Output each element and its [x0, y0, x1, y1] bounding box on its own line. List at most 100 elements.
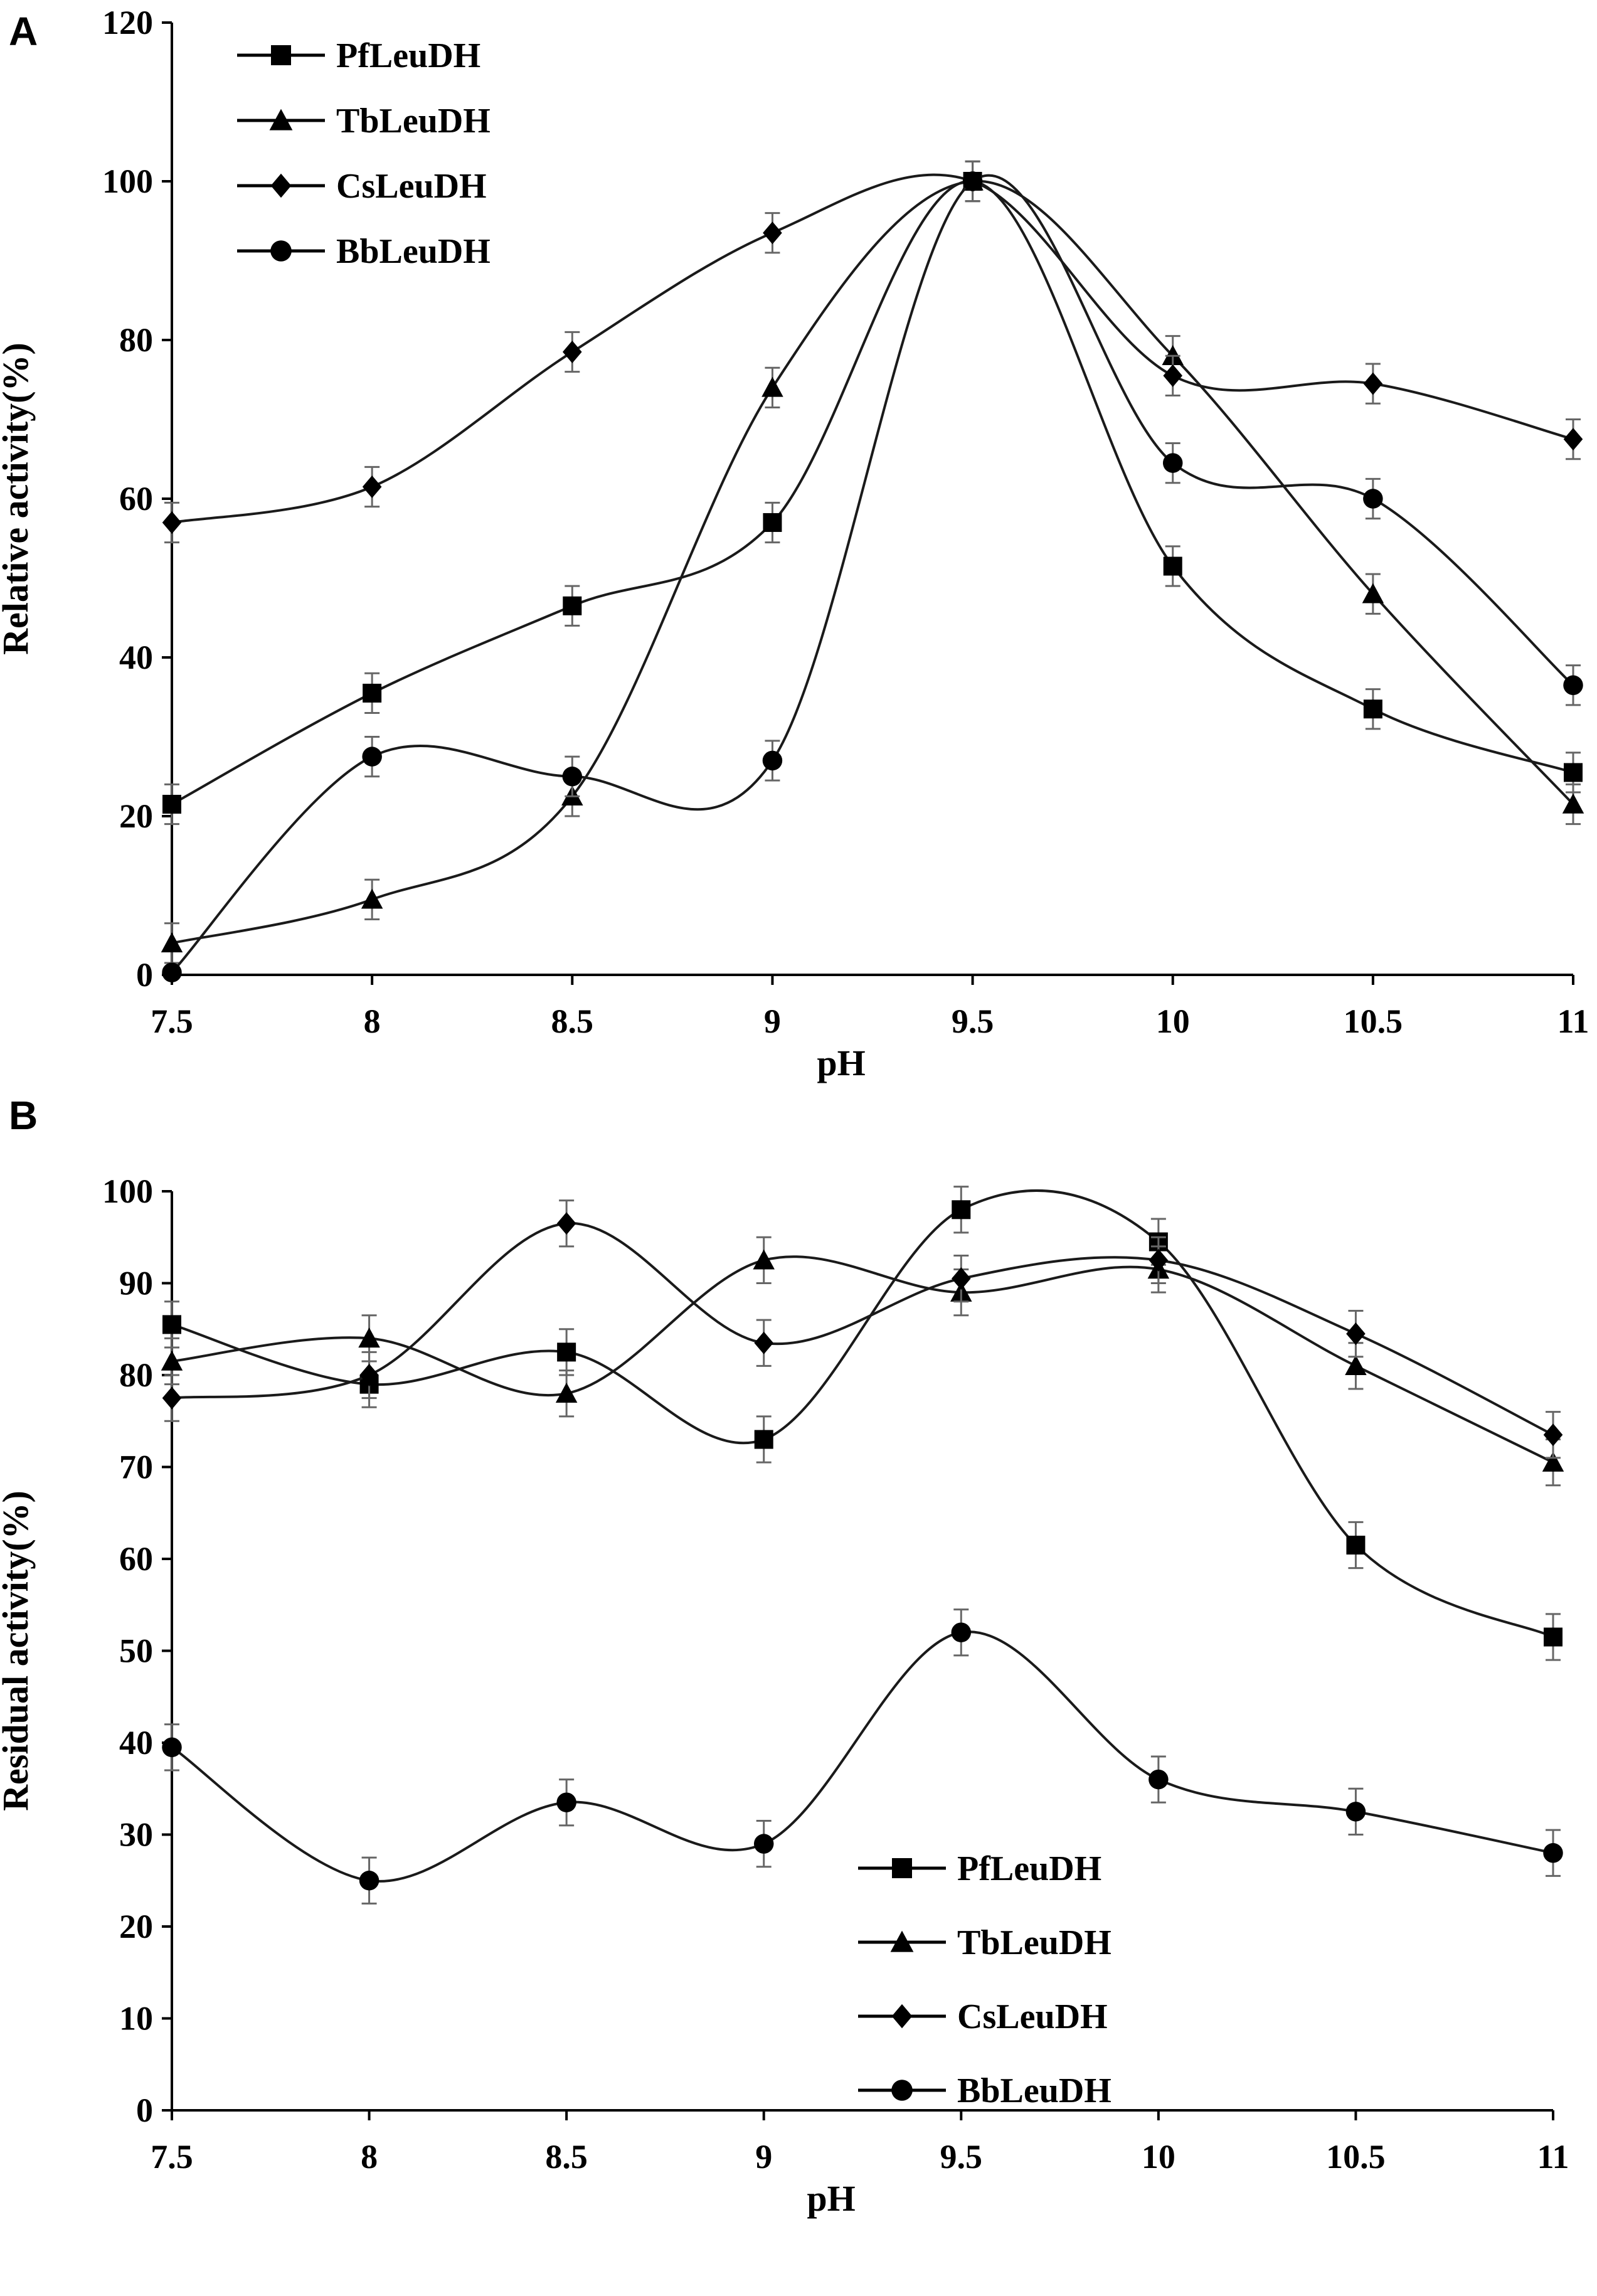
legend-label: CsLeuDH [336, 167, 487, 206]
point-BbLeuDH-circle [962, 171, 983, 191]
point-CsLeuDH-diamond [951, 1267, 971, 1290]
point-BbLeuDH-circle [562, 767, 583, 787]
point-TbLeuDH-triangle [555, 1383, 578, 1403]
series-BbLeuDH [162, 1608, 1563, 1905]
point-CsLeuDH-diamond [1563, 428, 1583, 451]
x-axis-label: pH [807, 2178, 855, 2219]
x-tick-label: 8.5 [545, 2138, 588, 2176]
point-PfLeuDH-square [1564, 763, 1583, 782]
point-BbLeuDH-circle [951, 1622, 972, 1642]
y-tick-label: 80 [119, 1356, 153, 1394]
x-axis-label: pH [817, 1043, 865, 1083]
point-PfLeuDH-square [557, 1342, 576, 1362]
point-PfLeuDH-square [1544, 1627, 1563, 1647]
x-tick-label: 8 [361, 2138, 378, 2176]
y-tick-label: 0 [136, 2091, 153, 2129]
point-TbLeuDH-triangle [361, 888, 383, 909]
point-BbLeuDH-circle [1543, 1843, 1563, 1863]
point-CsLeuDH-diamond [763, 221, 782, 245]
point-CsLeuDH-diamond [1346, 1322, 1366, 1346]
y-tick-label: 60 [119, 1540, 153, 1578]
legend-marker-diamond [891, 2004, 913, 2029]
x-tick-label: 7.5 [151, 2138, 193, 2176]
x-tick-label: 10.5 [1344, 1002, 1403, 1040]
x-tick-label: 10.5 [1326, 2138, 1386, 2176]
panel-b-chart: 0 10 20 30 40 50 60 70 80 90 100 7.5 8 8.5 9 9.5 10 10.5 1… [0, 1172, 1569, 2219]
point-CsLeuDH-diamond [556, 1212, 576, 1235]
y-tick-label: 100 [102, 162, 153, 200]
x-tick-label: 9 [755, 2138, 772, 2176]
point-CsLeuDH-diamond [362, 476, 382, 499]
legend-label: CsLeuDH [957, 1997, 1108, 2036]
panel-letter-b: B [9, 1093, 38, 1138]
point-PfLeuDH-square [162, 1315, 181, 1334]
x-tick-label: 10 [1156, 1002, 1190, 1040]
legend-marker-diamond [270, 173, 292, 198]
point-TbLeuDH-triangle [753, 1249, 775, 1270]
x-tick-label: 9 [764, 1002, 781, 1040]
point-TbLeuDH-triangle [1562, 793, 1584, 814]
series-TbLeuDH [161, 1236, 1564, 1487]
series-BbLeuDH [162, 160, 1583, 982]
x-tick-label: 11 [1537, 2138, 1569, 2176]
x-tick-label: 8 [364, 1002, 381, 1040]
point-BbLeuDH-circle [556, 1792, 576, 1812]
series-line-CsLeuDH [171, 173, 1574, 524]
point-CsLeuDH-diamond [1163, 364, 1183, 387]
series-TbLeuDH [161, 160, 1584, 964]
legend: PfLeuDH TbLeuDH CsLeuDH BbLeuDH [858, 1849, 1112, 2110]
legend: PfLeuDH TbLeuDH CsLeuDH BbLeuDH [237, 36, 491, 271]
point-BbLeuDH-circle [362, 747, 382, 767]
x-tick-label: 10 [1142, 2138, 1175, 2176]
legend-marker-circle [891, 2080, 913, 2101]
panel-letter-a: A [9, 9, 38, 54]
y-tick-label: 70 [119, 1448, 153, 1486]
point-TbLeuDH-triangle [1362, 583, 1384, 603]
point-BbLeuDH-circle [1162, 453, 1183, 473]
point-CsLeuDH-diamond [162, 1386, 182, 1410]
point-TbLeuDH-triangle [161, 1350, 183, 1371]
panel-a-chart: 0 20 40 60 80 100 120 7.5 8 8.5 9 9.5 10 10.5 11 pH Rela… [0, 4, 1589, 1083]
legend-label: TbLeuDH [957, 1923, 1112, 1962]
point-PfLeuDH-square [1363, 699, 1382, 719]
legend-marker-triangle [890, 1930, 914, 1952]
series-line-BbLeuDH [171, 1630, 1554, 1883]
series-CsLeuDH [162, 160, 1583, 544]
point-BbLeuDH-circle [162, 1737, 182, 1758]
series-line-TbLeuDH [171, 179, 1574, 945]
series-CsLeuDH [162, 1199, 1563, 1459]
y-tick-label: 50 [119, 1632, 153, 1670]
legend-marker-square [271, 45, 291, 65]
legend-label: BbLeuDH [957, 2071, 1112, 2110]
series-PfLeuDH [162, 1186, 1563, 1661]
point-TbLeuDH-triangle [1542, 1451, 1564, 1472]
y-tick-label: 20 [119, 1908, 153, 1945]
y-tick-label: 100 [102, 1172, 153, 1210]
x-tick-label: 7.5 [151, 1002, 193, 1040]
x-tick-label: 8.5 [551, 1002, 594, 1040]
series-line-PfLeuDH [171, 1189, 1554, 1639]
point-BbLeuDH-circle [1345, 1802, 1366, 1822]
point-CsLeuDH-diamond [1149, 1248, 1169, 1272]
point-PfLeuDH-square [952, 1200, 971, 1220]
x-tick-label: 9.5 [952, 1002, 994, 1040]
point-CsLeuDH-diamond [1363, 372, 1383, 395]
point-PfLeuDH-square [763, 513, 782, 532]
series-line-PfLeuDH [171, 179, 1574, 805]
point-PfLeuDH-square [1346, 1536, 1366, 1555]
y-tick-label: 30 [119, 1816, 153, 1854]
point-CsLeuDH-diamond [162, 511, 182, 534]
point-PfLeuDH-square [162, 795, 181, 814]
y-axis-label: Relative activity(%) [0, 343, 36, 655]
point-PfLeuDH-square [563, 596, 582, 615]
point-BbLeuDH-circle [1149, 1769, 1169, 1790]
y-tick-label: 0 [136, 956, 153, 994]
point-CsLeuDH-diamond [562, 340, 582, 363]
point-CsLeuDH-diamond [1543, 1423, 1563, 1447]
point-BbLeuDH-circle [359, 1871, 379, 1891]
y-tick-label: 80 [119, 321, 153, 359]
point-PfLeuDH-square [754, 1430, 773, 1449]
point-BbLeuDH-circle [162, 962, 182, 982]
legend-marker-circle [270, 240, 292, 262]
